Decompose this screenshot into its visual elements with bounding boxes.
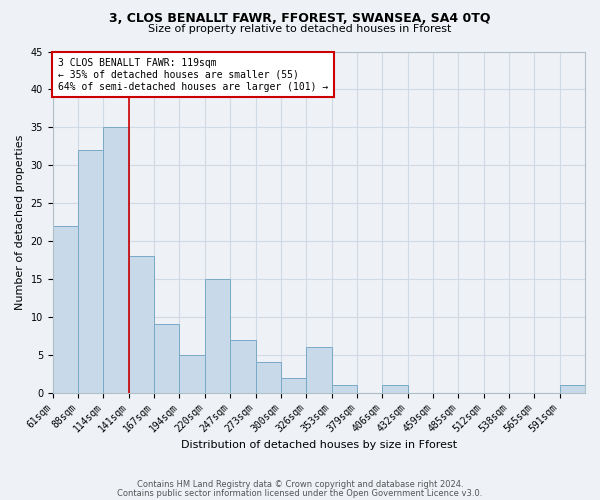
Bar xyxy=(281,378,306,392)
Text: Contains HM Land Registry data © Crown copyright and database right 2024.: Contains HM Land Registry data © Crown c… xyxy=(137,480,463,489)
Bar xyxy=(129,256,154,392)
Text: 3 CLOS BENALLT FAWR: 119sqm
← 35% of detached houses are smaller (55)
64% of sem: 3 CLOS BENALLT FAWR: 119sqm ← 35% of det… xyxy=(58,58,328,92)
Bar xyxy=(78,150,103,392)
Bar xyxy=(230,340,256,392)
X-axis label: Distribution of detached houses by size in Fforest: Distribution of detached houses by size … xyxy=(181,440,457,450)
Bar xyxy=(306,347,332,393)
Bar xyxy=(256,362,281,392)
Text: Size of property relative to detached houses in Fforest: Size of property relative to detached ho… xyxy=(148,24,452,34)
Bar xyxy=(53,226,78,392)
Bar xyxy=(103,128,129,392)
Bar xyxy=(179,355,205,393)
Text: 3, CLOS BENALLT FAWR, FFOREST, SWANSEA, SA4 0TQ: 3, CLOS BENALLT FAWR, FFOREST, SWANSEA, … xyxy=(109,12,491,26)
Bar xyxy=(382,385,407,392)
Text: Contains public sector information licensed under the Open Government Licence v3: Contains public sector information licen… xyxy=(118,488,482,498)
Bar xyxy=(560,385,585,392)
Y-axis label: Number of detached properties: Number of detached properties xyxy=(15,134,25,310)
Bar xyxy=(332,385,357,392)
Bar xyxy=(205,279,230,392)
Bar xyxy=(154,324,179,392)
